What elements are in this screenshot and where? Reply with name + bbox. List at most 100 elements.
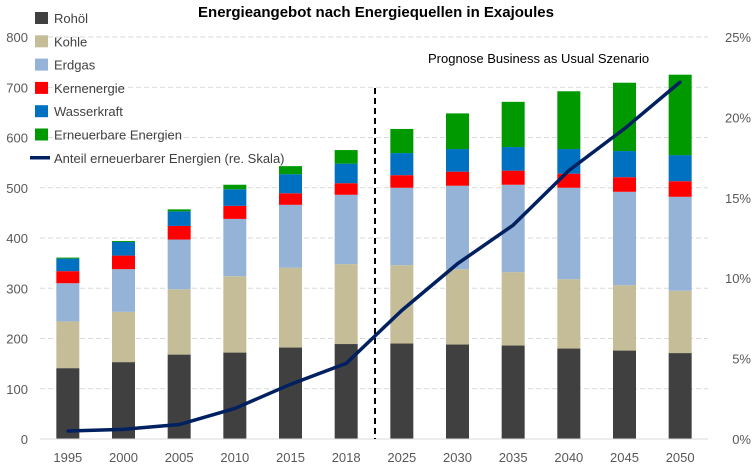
x-tick-label: 2015 bbox=[276, 450, 305, 465]
bar-kohle-2015 bbox=[279, 267, 302, 348]
legend-label: Erneuerbare Energien bbox=[54, 128, 182, 143]
y2-tick-label: 5% bbox=[732, 352, 751, 367]
line-point-2035 bbox=[511, 223, 515, 227]
legend-label: Anteil erneuerbarer Energien (re. Skala) bbox=[54, 151, 285, 166]
line-point-1995 bbox=[66, 429, 70, 433]
bar-erneuerbare-energien-2000 bbox=[112, 241, 135, 243]
chart-title: Energieangebot nach Energiequellen in Ex… bbox=[198, 4, 554, 21]
line-point-2018 bbox=[344, 361, 348, 365]
gridlines bbox=[40, 36, 708, 390]
bar-wasserkraft-2018 bbox=[334, 163, 358, 184]
renewable-share-line bbox=[66, 80, 682, 433]
bar-kernenergie-2018 bbox=[334, 183, 358, 195]
y-tick-label: 500 bbox=[6, 181, 28, 196]
bar-wasserkraft-2010 bbox=[223, 189, 247, 206]
bar-erdgas-2010 bbox=[223, 218, 247, 277]
bar-kohle-2050 bbox=[668, 290, 692, 354]
bar-wasserkraft-2015 bbox=[279, 174, 302, 194]
bar-roh-l-2018 bbox=[334, 344, 358, 439]
bar-kohle-2040 bbox=[557, 279, 581, 349]
y-tick-label: 0 bbox=[21, 432, 28, 447]
bar-erdgas-2050 bbox=[668, 196, 692, 291]
bar-kohle-2045 bbox=[613, 285, 636, 351]
bar-kohle-2035 bbox=[501, 272, 525, 346]
bar-wasserkraft-2030 bbox=[446, 149, 469, 172]
bar-roh-l-2005 bbox=[167, 354, 191, 439]
x-tick-label: 2010 bbox=[220, 450, 249, 465]
bar-wasserkraft-1995 bbox=[56, 258, 80, 272]
line-point-2040 bbox=[567, 168, 571, 172]
bars bbox=[56, 74, 692, 439]
bar-roh-l-2030 bbox=[446, 344, 469, 439]
bar-erneuerbare-energien-2040 bbox=[557, 91, 581, 150]
bar-kohle-2000 bbox=[112, 311, 135, 363]
x-tick-label: 2050 bbox=[666, 450, 695, 465]
bar-erdgas-2040 bbox=[557, 187, 581, 280]
bar-erdgas-2018 bbox=[334, 194, 358, 265]
y-tick-label: 200 bbox=[6, 332, 28, 347]
bar-erneuerbare-energien-1995 bbox=[56, 257, 80, 259]
bar-wasserkraft-2005 bbox=[167, 211, 191, 226]
line-point-2045 bbox=[623, 127, 626, 131]
legend-label: Rohöl bbox=[54, 11, 88, 26]
y2-tick-label: 20% bbox=[725, 110, 751, 125]
bar-kernenergie-2005 bbox=[167, 225, 191, 240]
y2-tick-label: 10% bbox=[725, 271, 751, 286]
line-series bbox=[67, 80, 682, 433]
bar-erdgas-1995 bbox=[56, 283, 80, 322]
line-point-2005 bbox=[177, 423, 181, 427]
bar-roh-l-1995 bbox=[56, 368, 80, 439]
legend-label: Kernenergie bbox=[54, 81, 125, 96]
bar-kernenergie-2030 bbox=[446, 171, 469, 186]
y-tick-label: 600 bbox=[6, 131, 28, 146]
bar-wasserkraft-2035 bbox=[501, 147, 525, 171]
bar-roh-l-2000 bbox=[112, 362, 135, 439]
line-point-2015 bbox=[289, 382, 292, 386]
line-point-2010 bbox=[233, 406, 237, 410]
bar-erneuerbare-energien-2015 bbox=[279, 166, 302, 175]
line-point-2050 bbox=[678, 80, 682, 84]
bar-kernenergie-2000 bbox=[112, 255, 135, 270]
bar-erneuerbare-energien-2010 bbox=[223, 184, 247, 190]
legend-label: Wasserkraft bbox=[54, 104, 123, 119]
bar-erdgas-2000 bbox=[112, 269, 135, 312]
bar-kohle-2010 bbox=[223, 276, 247, 353]
axes: 0 100 200 300 400 500 600 700 800 0% 5% 10% 15% 20% 25… bbox=[6, 30, 751, 465]
bar-erdgas-2025 bbox=[390, 187, 414, 266]
bar-kohle-2018 bbox=[334, 264, 358, 345]
bar-kernenergie-1995 bbox=[56, 271, 80, 284]
bar-erneuerbare-energien-2025 bbox=[390, 128, 414, 154]
y-tick-label: 100 bbox=[6, 382, 28, 397]
bar-wasserkraft-2025 bbox=[390, 153, 414, 176]
bar-kohle-2005 bbox=[167, 289, 191, 355]
x-tick-label: 2000 bbox=[109, 450, 138, 465]
bar-kohle-2030 bbox=[446, 269, 469, 345]
x-tick-label: 2030 bbox=[443, 450, 472, 465]
y-tick-label: 700 bbox=[6, 80, 28, 95]
x-tick-label: 2005 bbox=[165, 450, 194, 465]
y-tick-label: 300 bbox=[6, 281, 28, 296]
line-point-2030 bbox=[456, 262, 459, 266]
bar-erneuerbare-energien-2030 bbox=[446, 113, 469, 150]
y-tick-label: 800 bbox=[6, 30, 28, 45]
x-tick-label: 2040 bbox=[554, 450, 583, 465]
legend: Rohöl Kohle Erdgas Kernenergie Wasserkraft Er… bbox=[30, 11, 285, 166]
x-tick-label: 2035 bbox=[499, 450, 528, 465]
bar-roh-l-2025 bbox=[390, 343, 414, 439]
line-point-2025 bbox=[400, 308, 404, 312]
legend-swatch bbox=[35, 105, 48, 118]
bar-erdgas-2030 bbox=[446, 185, 469, 270]
y2-tick-label: 15% bbox=[725, 191, 751, 206]
bar-kernenergie-2015 bbox=[279, 193, 302, 205]
bar-erneuerbare-energien-2035 bbox=[501, 101, 525, 148]
legend-swatch bbox=[35, 58, 48, 71]
bar-roh-l-2035 bbox=[501, 345, 525, 439]
bar-wasserkraft-2050 bbox=[668, 155, 692, 182]
bar-roh-l-2050 bbox=[668, 353, 692, 439]
line-point-2000 bbox=[122, 427, 125, 431]
forecast-annotation: Prognose Business as Usual Szenario bbox=[428, 51, 649, 66]
x-tick-label: 2018 bbox=[332, 450, 361, 465]
bar-erdgas-2005 bbox=[167, 239, 191, 290]
bar-roh-l-2015 bbox=[279, 347, 302, 439]
